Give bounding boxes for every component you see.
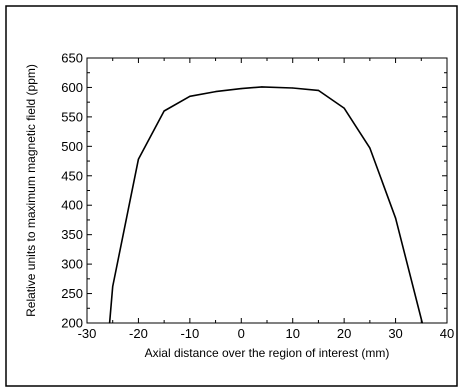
y-tick-label: 550 [61, 109, 83, 124]
data-point [137, 158, 140, 160]
data-point [189, 95, 191, 97]
y-tick-label: 450 [61, 168, 83, 183]
x-tick-label: 0 [238, 326, 245, 341]
x-tick-label: 10 [285, 326, 299, 341]
data-point [292, 87, 294, 89]
data-point [214, 90, 217, 93]
y-tick-label: 300 [61, 257, 83, 272]
y-tick-label: 250 [61, 286, 83, 301]
data-point [421, 322, 423, 324]
data-point [394, 217, 397, 219]
data-point [240, 88, 242, 90]
data-point [109, 322, 111, 324]
tick-labels: -30 -20 -10 0 10 20 30 40 200 250 300 350 400 450 500 5… [61, 51, 454, 342]
x-axis-title: Axial distance over the region of intere… [145, 346, 390, 360]
series-line [108, 86, 424, 324]
y-tick-label: 600 [61, 80, 83, 95]
y-tick-label: 500 [61, 139, 83, 154]
data-point [369, 147, 371, 149]
data-point [261, 86, 263, 88]
series-layer [108, 86, 424, 324]
data-point [317, 89, 320, 91]
y-tick-label: 400 [61, 198, 83, 213]
x-tick-label: -30 [78, 326, 97, 341]
x-tick-label: -10 [180, 326, 199, 341]
y-tick-label: 350 [61, 227, 83, 242]
x-tick-label: 20 [337, 326, 351, 341]
data-point [163, 110, 165, 112]
y-axis-title: Relative units to maximum magnetic field… [24, 64, 38, 317]
y-tick-label: 650 [61, 51, 83, 66]
data-point [112, 285, 114, 288]
axes [86, 57, 448, 324]
y-tick-label: 200 [61, 316, 83, 331]
x-tick-label: 40 [440, 326, 454, 341]
data-point [343, 107, 345, 109]
x-tick-label: 30 [388, 326, 402, 341]
x-tick-label: -20 [129, 326, 148, 341]
